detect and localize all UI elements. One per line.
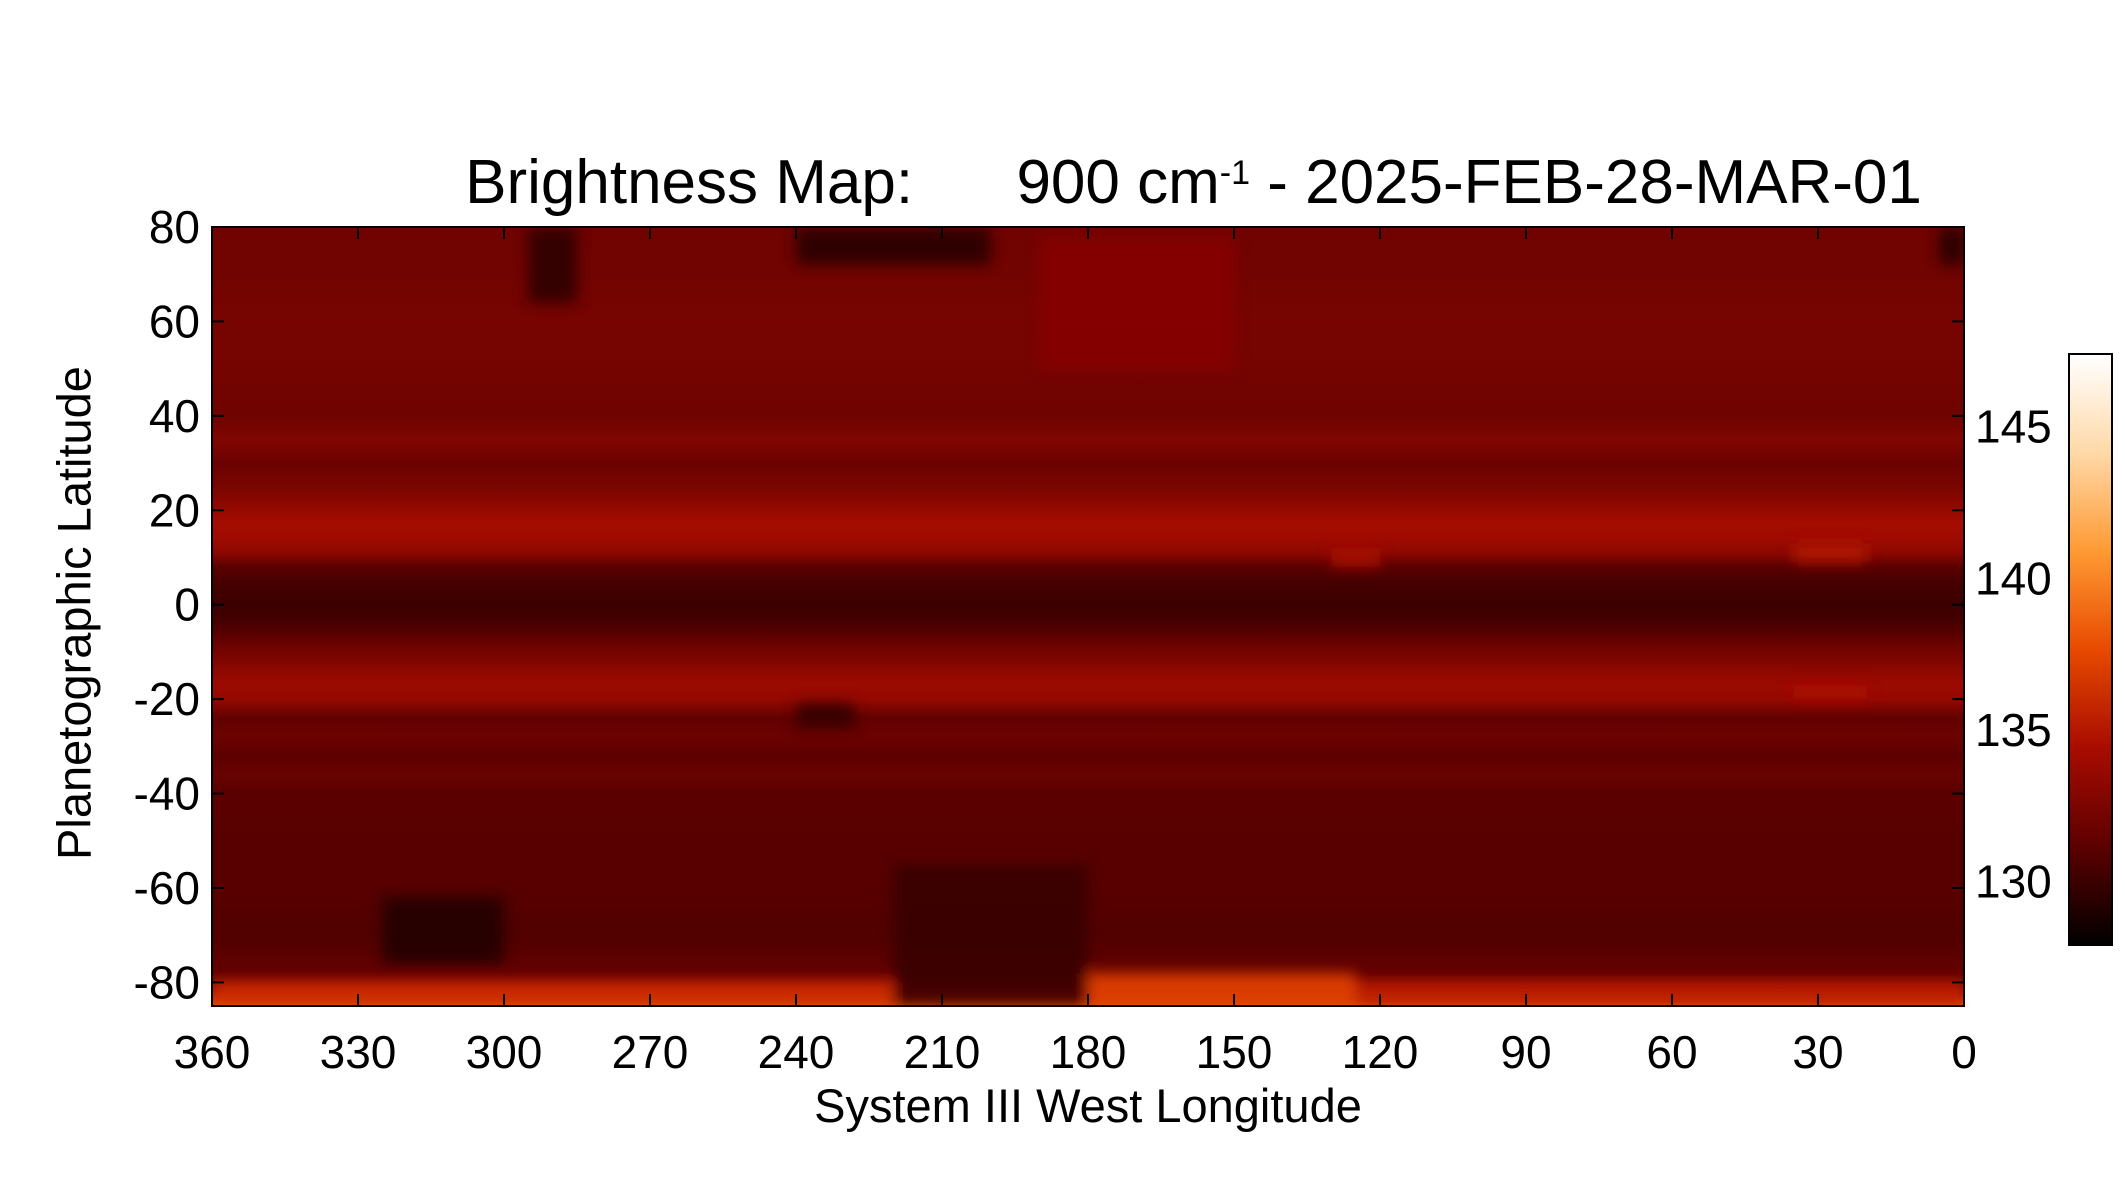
heatmap-region (1088, 972, 1356, 1006)
heatmap-region (382, 897, 504, 964)
heatmap-region (1939, 227, 1964, 265)
x-tick-label: 90 (1500, 1026, 1551, 1078)
x-tick-label: 270 (612, 1026, 689, 1078)
y-tick-label: -80 (134, 956, 200, 1008)
heatmap-region (1331, 548, 1380, 567)
y-tick-label: 80 (149, 201, 200, 253)
x-tick-label: 330 (320, 1026, 397, 1078)
chart-title-date: - 2025-FEB-28-MAR-01 (1250, 148, 1922, 217)
heatmap-region (1039, 236, 1234, 369)
heatmap-region (893, 864, 1088, 1006)
x-tick-label: 150 (1196, 1026, 1273, 1078)
colorbar-tick-label: 130 (1975, 855, 2052, 907)
x-tick-label: 360 (174, 1026, 251, 1078)
x-tick-label: 60 (1646, 1026, 1697, 1078)
x-tick-label: 240 (758, 1026, 835, 1078)
x-tick-label: 120 (1342, 1026, 1419, 1078)
y-tick-label: 60 (149, 295, 200, 347)
heatmap-region (1793, 684, 1867, 700)
x-tick-label: 180 (1050, 1026, 1127, 1078)
colorbar-tick-label: 140 (1975, 552, 2052, 604)
colorbar-tick-label: 145 (1975, 401, 2052, 453)
x-tick-label: 210 (904, 1026, 981, 1078)
y-tick-label: 20 (149, 484, 200, 536)
chart-title-superscript: -1 (1219, 154, 1250, 192)
chart-title-text: Brightness Map: 900 cm (465, 148, 1220, 217)
y-tick-label: 0 (174, 579, 200, 631)
chart-title: Brightness Map: 900 cm-1 - 2025-FEB-28-M… (212, 148, 2125, 218)
x-tick-label: 0 (1951, 1026, 1977, 1078)
heatmap-region (796, 703, 855, 728)
heatmap-region (796, 227, 991, 265)
heatmap-region (1793, 543, 1867, 563)
y-tick-label: -40 (134, 768, 200, 820)
x-axis-label: System III West Longitude (814, 1079, 1362, 1132)
x-tick-label: 30 (1792, 1026, 1843, 1078)
x-tick-label: 300 (466, 1026, 543, 1078)
heatmap-region (528, 227, 577, 303)
heatmap-regional-features (212, 227, 1964, 1006)
colorbar (2068, 353, 2113, 946)
colorbar-tick-label: 135 (1975, 704, 2052, 756)
y-tick-label: -20 (134, 673, 200, 725)
y-tick-label: 40 (149, 390, 200, 442)
heatmap-region (212, 982, 894, 1006)
y-tick-label: -60 (134, 862, 200, 914)
heatmap-region (1355, 982, 1964, 1006)
